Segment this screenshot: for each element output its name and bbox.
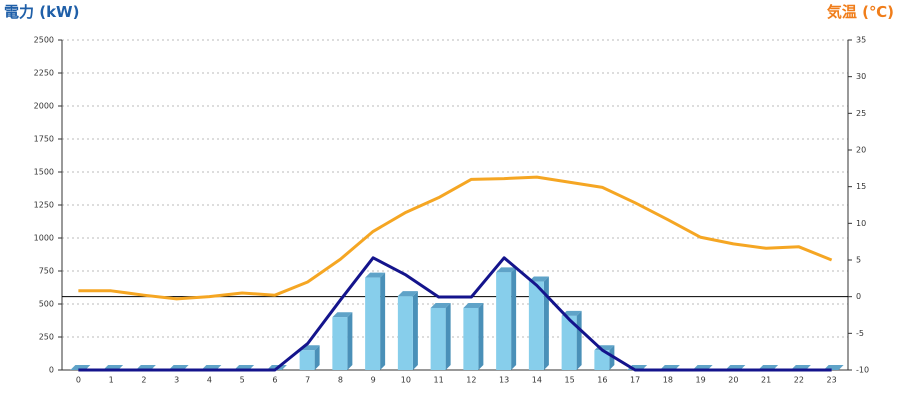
bar-top <box>332 312 353 318</box>
y-tick-label: 1250 <box>34 201 54 210</box>
y2-tick-label: 5 <box>856 256 861 265</box>
bar-top <box>496 267 517 273</box>
x-tick-label: 22 <box>794 376 804 385</box>
x-tick-label: 21 <box>761 376 771 385</box>
x-tick-label: 1 <box>109 376 114 385</box>
x-tick-label: 14 <box>532 376 542 385</box>
bar-side <box>314 345 320 370</box>
y2-tick-label: 15 <box>856 182 866 191</box>
y-tick-label: 1000 <box>34 234 54 243</box>
x-tick-label: 23 <box>827 376 837 385</box>
y2-tick-label: 30 <box>856 72 866 81</box>
bar <box>430 307 446 370</box>
y-tick-label: 2500 <box>34 36 54 45</box>
x-tick-label: 4 <box>207 376 212 385</box>
bar-side <box>576 310 582 370</box>
y2-tick-label: 0 <box>856 292 861 301</box>
bar <box>561 315 577 370</box>
bar-top <box>430 302 451 308</box>
y-tick-label: 1500 <box>34 168 54 177</box>
bar-side <box>543 276 549 370</box>
y2-axis-title: 気温 (℃) <box>827 3 894 21</box>
x-tick-label: 18 <box>663 376 673 385</box>
bar <box>397 296 413 370</box>
bar <box>594 350 610 370</box>
x-tick-label: 2 <box>141 376 146 385</box>
y2-tick-label: 20 <box>856 146 866 155</box>
y-tick-label: 750 <box>39 267 54 276</box>
bar-side <box>347 312 353 370</box>
x-tick-label: 15 <box>565 376 575 385</box>
bar-top <box>528 276 549 282</box>
y-tick-label: 500 <box>39 300 54 309</box>
bar-top <box>365 272 386 278</box>
bar-side <box>445 302 451 370</box>
y-tick-label: 2000 <box>34 102 54 111</box>
x-tick-label: 19 <box>696 376 706 385</box>
line <box>78 256 832 372</box>
x-tick-label: 17 <box>630 376 640 385</box>
x-tick-label: 12 <box>466 376 476 385</box>
bar <box>528 281 544 370</box>
y-tick-label: 1750 <box>34 135 54 144</box>
x-tick-label: 16 <box>597 376 607 385</box>
y2-tick-label: -10 <box>856 366 869 375</box>
x-tick-label: 6 <box>272 376 277 385</box>
x-tick-label: 9 <box>371 376 376 385</box>
bar-top <box>397 291 418 297</box>
y-tick-label: 250 <box>39 333 54 342</box>
x-tick-label: 7 <box>305 376 310 385</box>
bar <box>299 350 315 370</box>
x-tick-label: 13 <box>499 376 509 385</box>
y-tick-label: 2250 <box>34 69 54 78</box>
x-tick-label: 0 <box>76 376 81 385</box>
y2-tick-label: -5 <box>856 329 864 338</box>
y2-tick-label: 35 <box>856 36 866 45</box>
line <box>78 175 833 301</box>
bar-side <box>412 291 418 370</box>
x-tick-label: 10 <box>401 376 411 385</box>
bar <box>496 272 512 370</box>
bar <box>463 307 479 370</box>
y-tick-label: 0 <box>49 366 54 375</box>
x-tick-label: 8 <box>338 376 343 385</box>
bar-side <box>380 272 386 370</box>
x-tick-label: 5 <box>240 376 245 385</box>
x-tick-label: 20 <box>728 376 738 385</box>
bar-top <box>463 302 484 308</box>
y2-tick-label: 10 <box>856 219 866 228</box>
x-tick-label: 11 <box>434 376 444 385</box>
bar-side <box>511 267 517 370</box>
bar-side <box>478 302 484 370</box>
bar <box>332 317 348 370</box>
y-axis-title: 電力 (kW) <box>4 3 79 21</box>
bar <box>365 277 381 370</box>
x-tick-label: 3 <box>174 376 179 385</box>
y2-tick-label: 25 <box>856 109 866 118</box>
